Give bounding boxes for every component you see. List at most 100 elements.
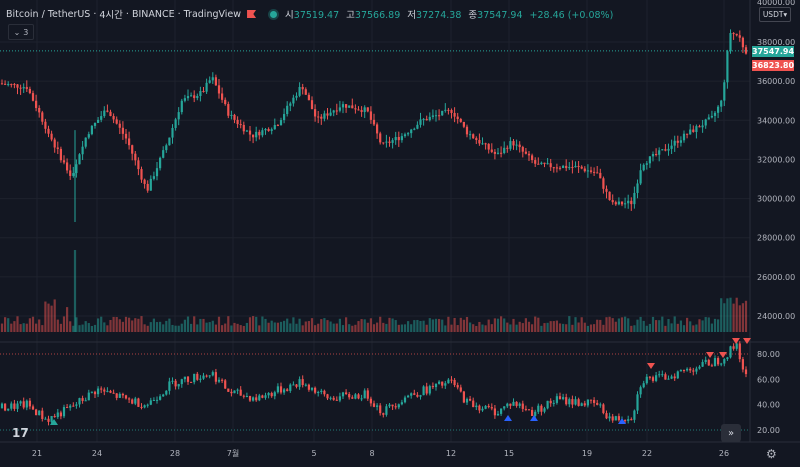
volume-bar [97,318,100,332]
candle-body [583,168,586,172]
osc-candle-body [357,394,360,399]
osc-candle-body [97,388,100,395]
volume-bar [620,317,624,332]
volume-bar [744,300,748,332]
source-label: TradingView [183,8,242,20]
osc-candle-body [252,397,255,401]
double-chevron-right-icon[interactable]: » [721,424,741,442]
candle-body [605,188,608,192]
candle-body [658,150,661,155]
volume-bar [56,319,59,332]
osc-candle-body [651,377,655,381]
volume-bar [7,318,10,332]
osc-candle-body [230,391,233,394]
candle-body [84,137,87,147]
osc-candle-body [549,400,552,404]
candle-body [183,98,186,101]
flag-icon[interactable] [247,10,257,18]
osc-candle-body [469,398,472,401]
osc-candle-body [245,396,248,398]
exchange-label: BINANCE [131,8,175,20]
volume-bar [490,324,493,332]
osc-candle-body [62,407,66,417]
osc-candle-body [323,390,326,395]
candle-body [611,200,614,203]
candle-body [35,100,38,108]
candle-body [186,96,190,99]
osc-candle-body [301,379,304,386]
candle-body [332,110,335,113]
volume-bar [267,322,270,332]
osc-candle-body [568,399,571,405]
osc-candle-body [224,380,227,389]
volume-bar [407,321,410,332]
candle-body [648,156,651,164]
candle-body [320,116,323,119]
candle-body [549,163,552,168]
volume-bar [180,323,183,332]
volume-bar [695,324,698,332]
osc-candle-body [385,406,388,415]
osc-candle-body [270,393,273,397]
candle-body [689,129,692,135]
volume-bar [608,316,611,332]
candle-body [128,138,131,146]
candle-body [214,77,217,86]
osc-candle-body [93,391,97,395]
osc-candle-body [397,404,400,408]
tradingview-logo-icon[interactable]: 17 [12,426,29,440]
market-status-icon[interactable] [270,10,278,18]
candle-body [537,163,540,165]
osc-candle-body [602,404,605,414]
osc-candle-body [717,358,720,365]
currency-selector[interactable]: USDT ▾ [759,7,791,22]
volume-bar [664,325,667,332]
candle-body [118,123,121,128]
legend-separator: · [93,8,97,20]
indicators-toggle-button[interactable]: ⌄ 3 [8,24,34,40]
candle-body [190,95,193,97]
symbol-name[interactable]: Bitcoin / TetherUS [6,8,91,20]
osc-candle-body [109,390,112,393]
candle-body [307,94,310,101]
candle-body [295,95,298,98]
interval-label[interactable]: 4시간 [99,10,123,21]
buy-signal-marker [504,415,512,421]
osc-candle-body [713,358,717,367]
osc-candle-body [165,390,168,395]
osc-candle-body [633,410,636,420]
candle-body [360,109,363,113]
osc-candle-body [400,402,403,405]
osc-candle-body [596,402,599,405]
osc-candle-body [295,384,298,387]
candle-body [546,163,549,165]
volume-bar [199,318,202,332]
volume-bar [0,323,4,332]
candle-body [571,167,574,169]
volume-bar [190,323,193,332]
volume-bar [16,316,19,332]
gear-icon[interactable]: ⚙ [766,447,777,461]
candle-body [447,109,450,111]
candle-body [698,126,701,128]
osc-candle-body [341,392,345,397]
candle-body [469,134,472,136]
candle-body [100,116,103,120]
osc-candle-body [28,400,31,407]
volume-bar [633,325,636,332]
osc-candle-body [131,399,134,404]
candle-body [314,109,317,117]
volume-bar [289,323,292,332]
osc-candle-body [47,418,50,422]
candle-body [78,154,81,165]
volume-bar [385,323,388,332]
osc-candle-body [214,372,217,382]
volume-bar [211,320,214,332]
osc-candle-body [661,374,664,376]
candle-body [741,37,744,48]
volume-bar [28,318,31,332]
candle-body [168,137,171,146]
osc-candle-body [472,400,475,408]
candle-body [713,112,717,116]
